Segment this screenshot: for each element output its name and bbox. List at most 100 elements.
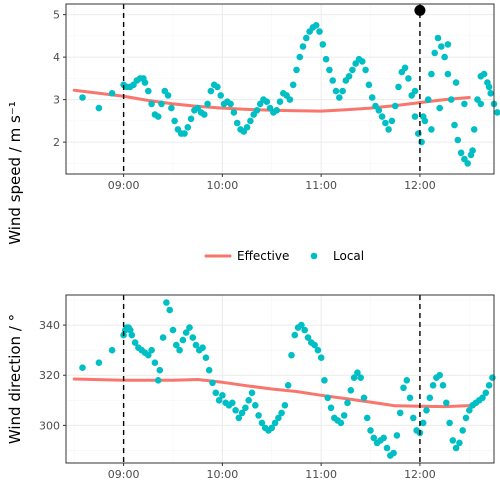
- y-tick-label: 5: [53, 9, 60, 22]
- local-point: [281, 402, 289, 409]
- local-point: [79, 364, 86, 372]
- local-point: [151, 359, 159, 367]
- local-point: [207, 87, 215, 95]
- local-point: [148, 346, 155, 354]
- local-point: [410, 414, 417, 422]
- local-point: [340, 412, 348, 419]
- local-point: [419, 419, 427, 427]
- local-point: [350, 374, 358, 382]
- local-point: [238, 409, 246, 417]
- local-point: [79, 94, 86, 101]
- x-tick-label: 09:00: [108, 179, 140, 192]
- local-point: [457, 149, 465, 157]
- local-point: [289, 81, 297, 89]
- local-point: [192, 341, 200, 349]
- local-point: [293, 66, 300, 74]
- local-point: [487, 90, 495, 97]
- local-point: [186, 324, 193, 331]
- local-point: [375, 107, 383, 114]
- local-point: [327, 404, 335, 412]
- local-point: [390, 449, 397, 457]
- local-point: [436, 371, 444, 379]
- local-point: [464, 160, 472, 167]
- local-point: [253, 107, 261, 114]
- y-tick-label: 320: [39, 369, 60, 382]
- local-point: [337, 419, 345, 427]
- local-point: [438, 43, 445, 50]
- local-point: [159, 334, 167, 341]
- local-point: [456, 439, 463, 447]
- local-point: [205, 366, 213, 374]
- local-point: [166, 306, 173, 314]
- local-point: [494, 109, 500, 116]
- local-point: [439, 382, 447, 389]
- local-point: [229, 399, 236, 407]
- local-point: [273, 107, 281, 114]
- local-point: [480, 70, 488, 78]
- local-point: [154, 377, 162, 384]
- local-point: [452, 444, 460, 452]
- y-tick-label: 300: [39, 419, 60, 432]
- local-point: [411, 87, 419, 95]
- local-point: [461, 100, 468, 108]
- local-point: [362, 66, 369, 74]
- local-point: [326, 66, 333, 74]
- local-point: [243, 124, 251, 131]
- local-point: [382, 119, 389, 127]
- y-tick-label: 4: [53, 51, 60, 64]
- local-point: [164, 92, 172, 99]
- local-point: [304, 334, 312, 341]
- local-point: [359, 58, 366, 65]
- local-point: [368, 94, 376, 101]
- local-point: [271, 419, 279, 427]
- local-point: [324, 394, 332, 402]
- x-tick-label: 12:00: [404, 468, 436, 481]
- local-point: [479, 394, 486, 402]
- local-point: [401, 64, 409, 72]
- local-point: [108, 346, 116, 354]
- local-point: [171, 117, 178, 125]
- local-point: [354, 369, 361, 377]
- local-point: [258, 419, 266, 427]
- local-point: [477, 100, 485, 108]
- local-point: [181, 130, 188, 137]
- local-point: [128, 331, 136, 339]
- local-point: [434, 34, 442, 42]
- local-point: [396, 409, 404, 417]
- local-point: [363, 414, 371, 422]
- local-point: [303, 34, 310, 42]
- local-point: [393, 432, 401, 439]
- local-point: [288, 351, 295, 359]
- local-point: [443, 399, 450, 407]
- local-point: [405, 75, 412, 82]
- local-point: [485, 83, 493, 91]
- local-point: [466, 407, 473, 414]
- local-point: [459, 427, 467, 434]
- legend-effective-label: Effective: [237, 249, 289, 263]
- local-point: [395, 83, 402, 91]
- local-point: [339, 87, 346, 95]
- x-tick-label: 11:00: [305, 468, 337, 481]
- local-point: [444, 70, 452, 78]
- local-point: [301, 326, 309, 334]
- local-point: [148, 100, 155, 108]
- local-point: [317, 354, 325, 362]
- legend-local-label: Local: [333, 249, 364, 263]
- y-tick-label: 340: [39, 319, 60, 332]
- y-axis-title: Wind direction / °: [6, 314, 24, 444]
- x-tick-label: 09:00: [108, 468, 140, 481]
- local-point: [367, 427, 374, 434]
- local-point: [360, 394, 368, 402]
- local-point: [233, 119, 241, 127]
- local-point: [204, 100, 211, 108]
- local-point: [321, 377, 328, 384]
- local-point: [322, 55, 330, 63]
- local-point: [329, 77, 337, 84]
- local-point: [291, 331, 299, 339]
- x-tick-label: 10:00: [207, 179, 239, 192]
- local-point: [357, 374, 365, 382]
- local-point: [296, 53, 304, 61]
- local-point: [423, 407, 430, 414]
- local-point: [429, 382, 437, 389]
